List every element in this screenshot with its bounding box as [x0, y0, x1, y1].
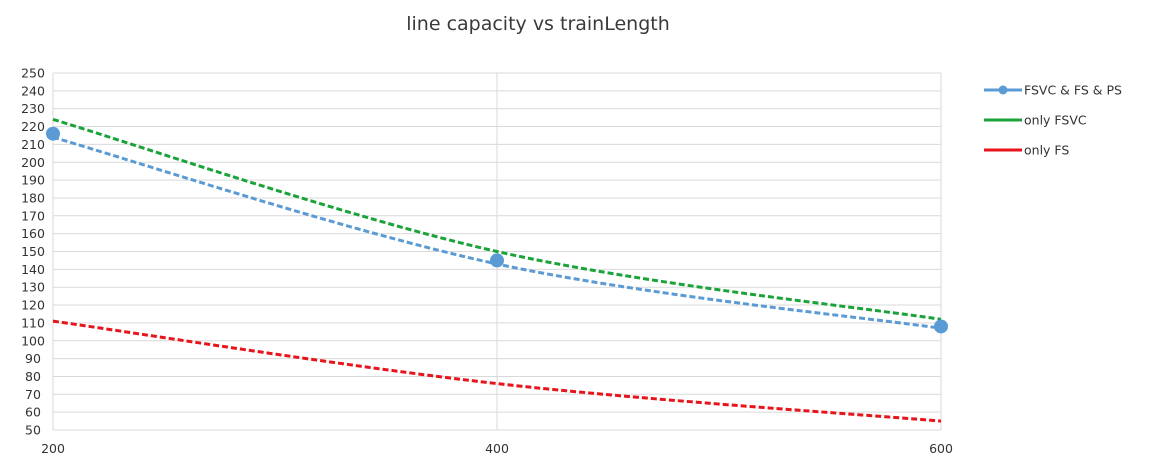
gridlines: [52, 72, 942, 431]
y-tick-label: 80: [25, 369, 41, 384]
x-tick-label: 200: [41, 441, 65, 456]
legend-marker: [998, 85, 1008, 95]
x-axis-ticks: 200 400 600: [41, 441, 953, 456]
y-axis-ticks: 50 60 70 80 90 100 110 120 130 140 150 160 170 180 190…: [21, 66, 45, 438]
y-tick-label: 160: [21, 226, 45, 241]
y-tick-label: 170: [21, 208, 45, 223]
y-tick-label: 50: [25, 423, 41, 438]
y-tick-label: 190: [21, 173, 45, 188]
y-tick-label: 220: [21, 119, 45, 134]
y-tick-label: 240: [21, 83, 45, 98]
x-tick-label: 400: [485, 441, 509, 456]
series-line-2: [52, 319, 942, 423]
y-tick-label: 250: [21, 66, 45, 81]
y-tick-label: 180: [21, 190, 45, 205]
y-tick-label: 230: [21, 101, 45, 116]
legend-label: only FS: [1024, 143, 1069, 158]
y-tick-label: 100: [21, 333, 45, 348]
data-point: [46, 126, 60, 141]
chart-title: line capacity vs trainLength: [406, 13, 670, 35]
series-line-1: [52, 117, 942, 321]
y-tick-label: 60: [25, 405, 41, 420]
data-point: [490, 253, 504, 268]
x-tick-label: 600: [929, 441, 953, 456]
y-tick-label: 210: [21, 137, 45, 152]
legend: FSVC & FS & PS only FSVC only FS: [984, 83, 1122, 158]
legend-label: FSVC & FS & PS: [1024, 83, 1122, 98]
legend-label: only FSVC: [1024, 113, 1087, 128]
y-tick-label: 110: [21, 315, 45, 330]
data-point: [934, 319, 948, 334]
y-tick-label: 200: [21, 155, 45, 170]
y-tick-label: 70: [25, 387, 41, 402]
y-tick-label: 90: [25, 351, 41, 366]
y-tick-label: 140: [21, 262, 45, 277]
y-tick-label: 120: [21, 298, 45, 313]
y-tick-label: 150: [21, 244, 45, 259]
series: [46, 117, 948, 423]
y-tick-label: 130: [21, 280, 45, 295]
